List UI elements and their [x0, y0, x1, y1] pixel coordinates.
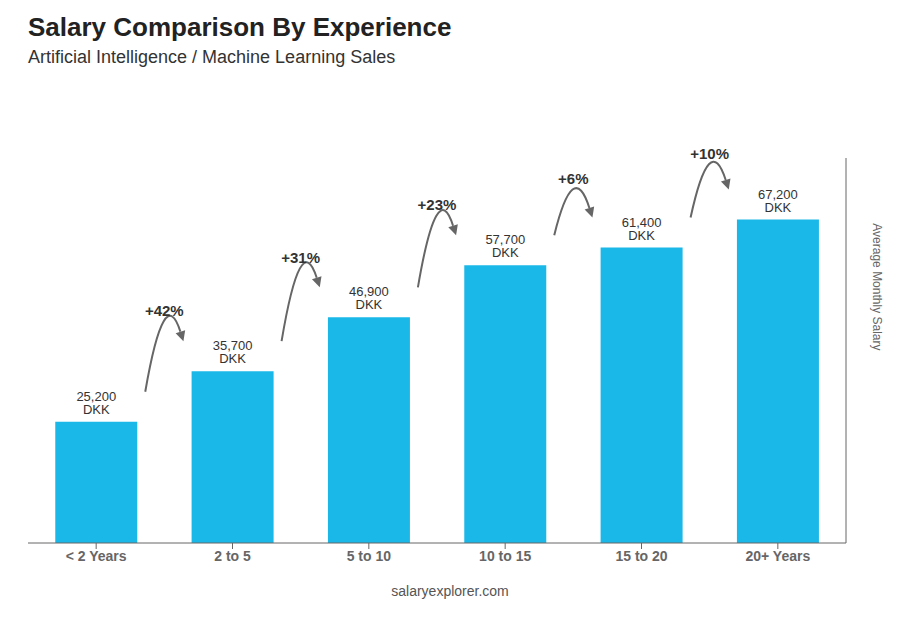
svg-text:15 to 20: 15 to 20 — [615, 548, 667, 564]
svg-text:+42%: +42% — [145, 302, 184, 319]
svg-text:+10%: +10% — [690, 145, 729, 162]
svg-text:+6%: +6% — [558, 170, 588, 187]
svg-text:25,200DKK: 25,200DKK — [76, 389, 116, 417]
html-text:salaryexplorer.com: salaryexplorer.com — [391, 583, 509, 599]
svg-text:5 to 10: 5 to 10 — [347, 548, 392, 564]
svg-text:35,700DKK: 35,700DKK — [213, 338, 253, 366]
svg-text:+31%: +31% — [281, 249, 320, 266]
svg-text:2 to 5: 2 to 5 — [214, 548, 251, 564]
svg-text:61,400DKK: 61,400DKK — [622, 215, 662, 243]
svg-text:57,700DKK: 57,700DKK — [485, 232, 525, 260]
svg-text:46,900DKK: 46,900DKK — [349, 284, 389, 312]
html-text:Artificial Intelligence / Mach: Artificial Intelligence / Machine Learni… — [28, 47, 396, 67]
svg-text:10 to 15: 10 to 15 — [479, 548, 531, 564]
svg-text:20+ Years: 20+ Years — [745, 548, 810, 564]
html-text:Salary Comparison By Experienc: Salary Comparison By Experience — [28, 12, 452, 42]
svg-text:Average Monthly Salary: Average Monthly Salary — [870, 223, 884, 350]
svg-text:+23%: +23% — [418, 196, 457, 213]
svg-text:67,200DKK: 67,200DKK — [758, 187, 798, 215]
svg-text:< 2 Years: < 2 Years — [66, 548, 127, 564]
